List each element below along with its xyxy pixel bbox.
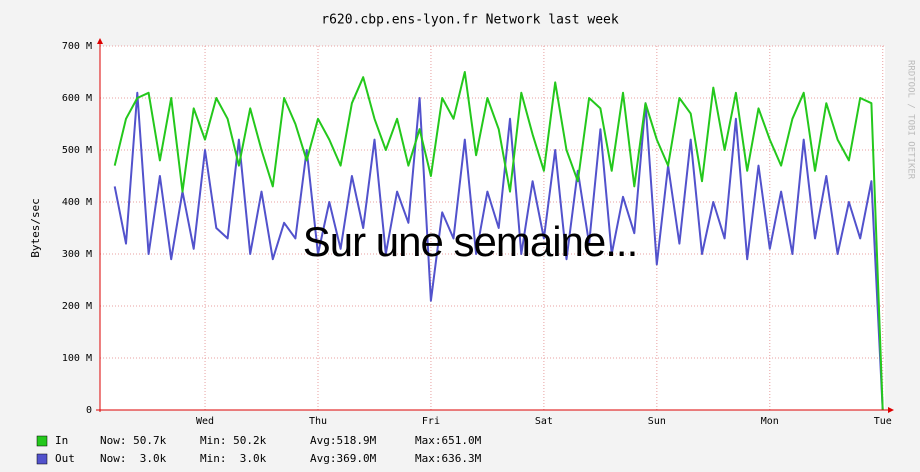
y-tick-label: 200 M [62, 301, 92, 312]
annotation: Sur une semaine... [303, 218, 638, 265]
x-axis-arrow [888, 407, 894, 413]
y-axis-arrow [97, 38, 103, 44]
y-tick-label: 400 M [62, 197, 92, 208]
x-tick-label: Tue [874, 416, 892, 427]
legend-stat: Now: 50.7k [100, 434, 167, 447]
legend-label: Out [55, 452, 75, 465]
line-series [113, 71, 884, 411]
watermark: RRDTOOL / TOBI OETIKER [906, 60, 916, 180]
legend-swatch [36, 435, 48, 447]
legend-stat: Min: 3.0k [200, 452, 267, 465]
legend-swatch [36, 453, 48, 465]
plot-area [100, 46, 885, 410]
legend-stat: Min: 50.2k [200, 434, 267, 447]
x-tick-label: Thu [309, 416, 327, 427]
y-tick-label: 100 M [62, 353, 92, 364]
x-tick-label: Fri [422, 416, 440, 427]
x-tick-label: Sat [535, 416, 553, 427]
legend-label: In [55, 434, 68, 447]
legend-stat: Max:636.3M [415, 452, 482, 465]
y-tick-label: 300 M [62, 249, 92, 260]
legend-stat: Avg:369.0M [310, 452, 377, 465]
legend-stat: Avg:518.9M [310, 434, 377, 447]
y-tick-label: 600 M [62, 93, 92, 104]
legend-stat: Now: 3.0k [100, 452, 167, 465]
y-axis-label: Bytes/sec [29, 198, 42, 258]
y-tick-label: 500 M [62, 145, 92, 156]
x-tick-label: Wed [196, 416, 214, 427]
legend-stat: Max:651.0M [415, 434, 482, 447]
chart-title: r620.cbp.ens-lyon.fr Network last week [321, 13, 619, 28]
x-tick-label: Sun [648, 416, 666, 427]
y-tick-label: 0 [86, 405, 92, 416]
line-series [113, 91, 884, 411]
x-tick-label: Mon [761, 416, 779, 427]
y-tick-label: 700 M [62, 41, 92, 52]
